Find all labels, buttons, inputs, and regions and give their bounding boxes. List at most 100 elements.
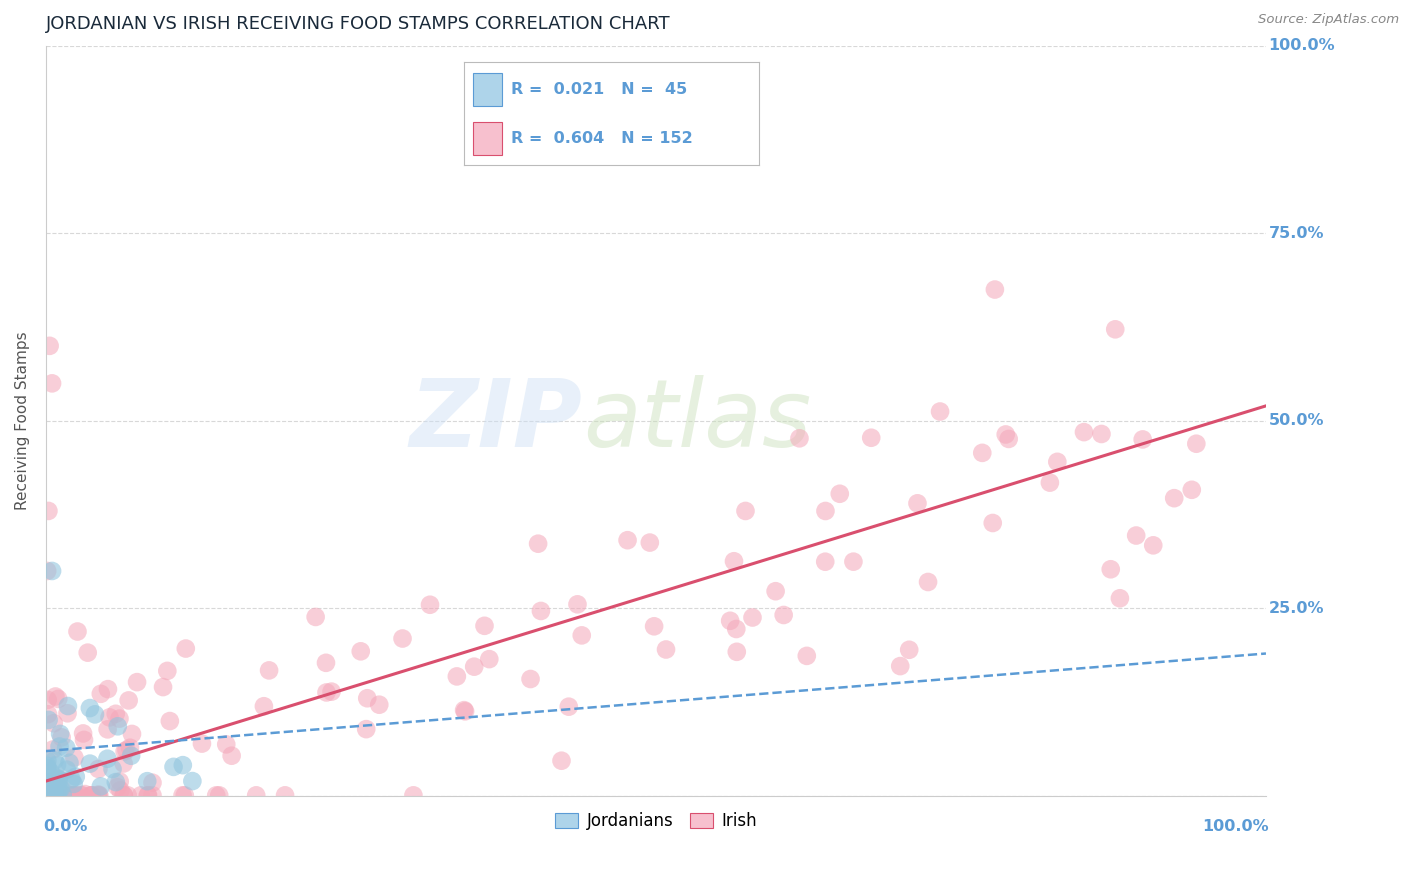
Point (107, 780, 129, 794)
Point (454, 704, 477, 718)
Point (159, 714, 181, 728)
Point (112, 789, 135, 803)
Point (129, 789, 152, 803)
Point (48, 784, 70, 798)
Point (65, 770, 87, 784)
Point (725, 645, 748, 659)
Point (828, 487, 851, 501)
Point (141, 789, 163, 803)
Point (1039, 475, 1062, 490)
Point (62, 789, 84, 803)
Point (350, 644, 373, 658)
Point (62, 789, 84, 803)
Point (638, 535, 661, 549)
Point (44, 789, 66, 803)
Point (56, 706, 79, 721)
Point (90, 687, 112, 701)
Point (39, 780, 62, 794)
Point (120, 748, 142, 763)
Point (41, 787, 63, 801)
Point (37, 789, 59, 803)
Point (87, 788, 110, 802)
Point (1125, 528, 1147, 542)
Point (37, 504, 59, 518)
Point (994, 427, 1017, 442)
Point (45, 779, 67, 793)
Point (174, 641, 197, 656)
Point (221, 748, 243, 763)
Point (42, 716, 65, 731)
Text: 0.0%: 0.0% (44, 819, 89, 834)
Point (215, 737, 238, 751)
Point (205, 789, 228, 803)
Point (814, 504, 837, 518)
Point (527, 537, 550, 551)
Point (37, 754, 59, 768)
Point (44, 775, 66, 789)
Text: 75.0%: 75.0% (1268, 226, 1324, 241)
Point (41, 376, 63, 391)
Point (42, 742, 65, 756)
Point (51, 789, 73, 803)
Point (65, 789, 87, 803)
Point (39, 770, 62, 784)
Point (46, 772, 69, 787)
Point (48, 739, 70, 754)
Point (110, 783, 132, 797)
Point (44, 789, 66, 803)
Point (860, 431, 883, 445)
Point (87, 762, 110, 776)
Point (571, 628, 593, 642)
Point (38, 713, 60, 727)
Point (44, 690, 66, 704)
Text: 100.0%: 100.0% (1268, 38, 1336, 54)
Point (889, 659, 911, 673)
Point (765, 584, 787, 599)
Text: 25.0%: 25.0% (1268, 601, 1324, 616)
Point (419, 598, 441, 612)
Point (1104, 322, 1126, 336)
Point (112, 789, 135, 803)
Point (391, 632, 413, 646)
Point (997, 432, 1019, 446)
Point (929, 404, 952, 418)
Point (141, 775, 163, 789)
Point (49, 727, 72, 741)
Point (530, 604, 553, 618)
Point (257, 664, 280, 678)
Point (558, 699, 581, 714)
Point (643, 619, 665, 633)
Point (907, 496, 929, 510)
Point (550, 754, 572, 768)
Point (725, 622, 748, 636)
Point (208, 789, 231, 803)
Point (51, 782, 73, 797)
Point (80, 789, 103, 803)
Point (125, 675, 148, 690)
Point (97, 682, 120, 697)
Text: ZIP: ZIP (411, 375, 582, 467)
Point (402, 789, 425, 803)
Point (46, 757, 69, 772)
Point (474, 619, 496, 633)
Point (46, 785, 69, 799)
Point (90, 780, 112, 794)
Point (89, 789, 111, 803)
Point (354, 722, 377, 736)
Point (60, 772, 83, 787)
Point (39, 765, 62, 780)
Text: R =  0.021   N =  45: R = 0.021 N = 45 (512, 81, 688, 96)
Point (112, 756, 135, 771)
FancyBboxPatch shape (472, 122, 502, 155)
Text: R =  0.604   N = 152: R = 0.604 N = 152 (512, 131, 693, 146)
Point (62, 789, 84, 803)
Point (104, 775, 127, 789)
Point (181, 774, 204, 789)
Point (984, 283, 1007, 297)
Point (981, 516, 1004, 530)
Point (46, 772, 69, 786)
Point (70, 789, 93, 803)
FancyBboxPatch shape (472, 73, 502, 105)
Point (37, 789, 59, 803)
Point (1109, 591, 1132, 606)
